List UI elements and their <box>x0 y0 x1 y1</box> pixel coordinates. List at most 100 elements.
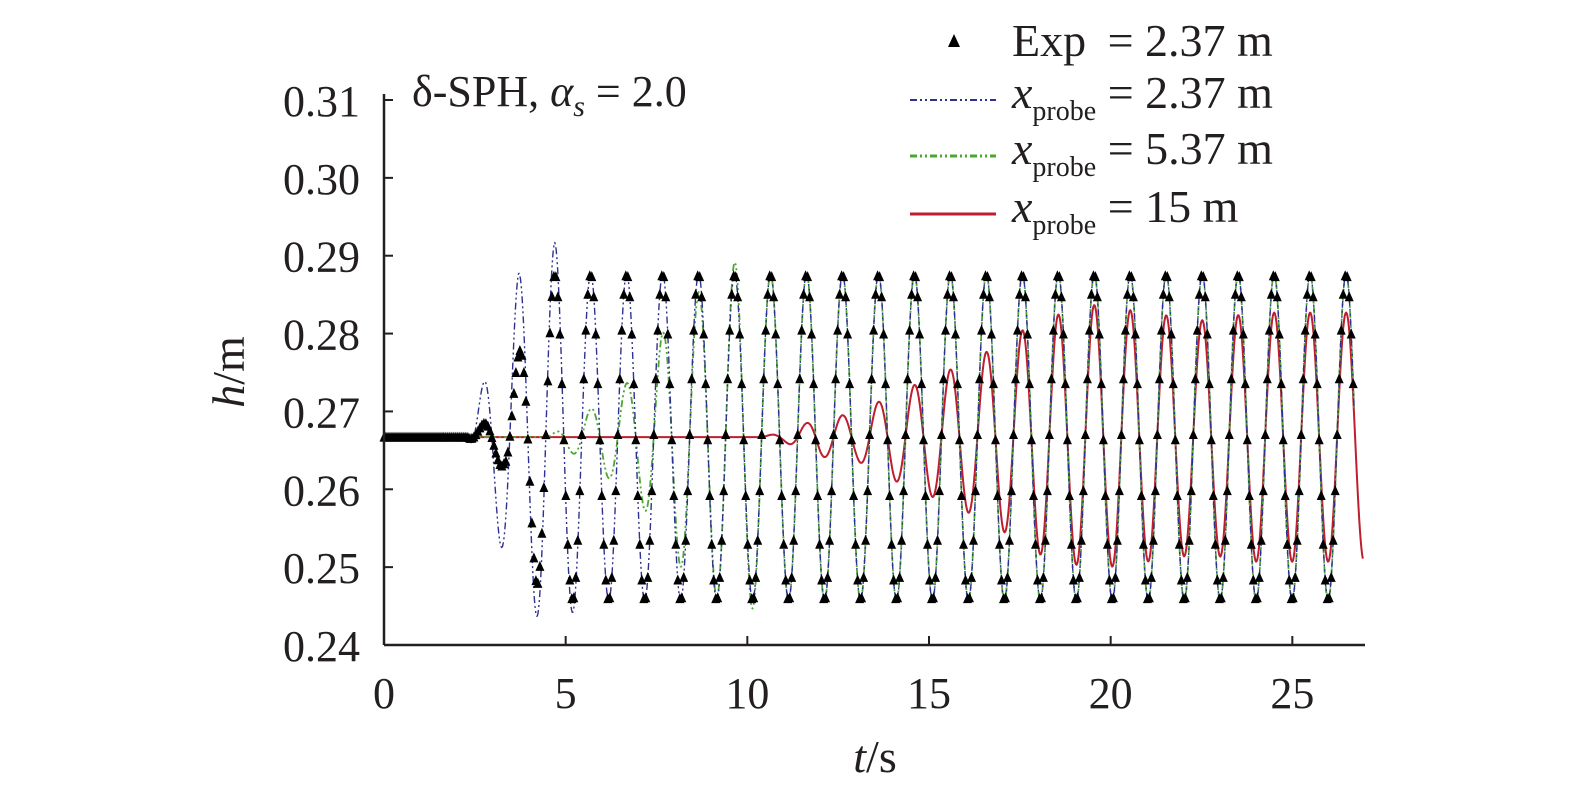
exp-marker <box>509 387 519 398</box>
exp-marker <box>517 349 527 360</box>
exp-marker <box>1132 378 1142 389</box>
exp-marker <box>825 534 835 545</box>
exp-marker <box>521 395 531 406</box>
exp-marker <box>953 378 962 389</box>
exp-marker <box>539 482 549 492</box>
exp-marker <box>625 291 635 302</box>
exp-marker <box>875 271 885 282</box>
exp-marker <box>547 290 557 301</box>
exp-marker <box>987 328 996 339</box>
exp-marker <box>1314 434 1324 445</box>
annotation-prefix: δ-SPH, <box>412 67 550 116</box>
exp-marker <box>853 574 863 585</box>
exp-marker <box>957 490 966 500</box>
exp-marker <box>1072 592 1082 603</box>
legend-exp-main: Exp <box>1012 15 1086 66</box>
exp-marker <box>1222 485 1232 496</box>
exp-marker <box>677 592 687 603</box>
exp-marker <box>619 288 629 299</box>
exp-marker <box>1005 534 1014 545</box>
exp-marker <box>1134 434 1144 445</box>
exp-marker <box>1037 592 1046 603</box>
exp-marker <box>543 375 553 386</box>
exp-marker <box>1003 571 1012 582</box>
exp-marker <box>913 291 923 302</box>
y-axis-unit: /m <box>203 336 254 385</box>
exp-marker <box>1025 378 1034 389</box>
exp-marker <box>647 485 657 496</box>
exp-marker <box>1056 291 1066 302</box>
exp-marker <box>1098 434 1108 445</box>
exp-marker <box>1150 485 1160 496</box>
exp-marker <box>933 534 942 545</box>
y-tick-label: 0.25 <box>283 544 360 593</box>
exp-marker <box>667 434 677 445</box>
exp-marker <box>573 534 583 545</box>
exp-marker <box>995 538 1004 549</box>
exp-marker <box>919 434 928 445</box>
exp-marker <box>705 490 715 500</box>
exp-marker <box>841 291 851 302</box>
exp-marker <box>701 378 711 389</box>
exp-marker <box>787 571 797 582</box>
exp-marker <box>1184 534 1194 545</box>
exp-marker <box>1296 429 1306 439</box>
exp-marker <box>1102 538 1112 549</box>
exp-marker <box>1316 490 1326 500</box>
exp-marker <box>1040 534 1050 545</box>
exp-marker <box>595 434 605 445</box>
exp-marker <box>1234 271 1244 282</box>
exp-marker <box>541 429 551 440</box>
exp-marker <box>1254 571 1264 582</box>
exp-marker <box>697 291 707 302</box>
exp-marker <box>563 538 573 549</box>
exp-marker <box>1238 328 1248 339</box>
exp-marker <box>1011 373 1020 384</box>
exp-marker <box>1015 288 1024 299</box>
exp-marker <box>759 373 769 384</box>
exp-marker <box>527 517 537 528</box>
exp-marker <box>725 324 735 335</box>
exp-marker <box>611 485 621 496</box>
exp-marker <box>1292 534 1302 545</box>
exp-marker <box>1092 291 1102 302</box>
exp-marker <box>537 527 547 538</box>
exp-marker <box>813 490 823 500</box>
exp-marker <box>1130 328 1140 339</box>
exp-marker <box>1116 429 1126 439</box>
exp-marker <box>1044 429 1054 439</box>
annotation: δ-SPH, αs = 2.0 <box>412 67 687 123</box>
exp-marker <box>773 378 783 389</box>
x-tick-label: 10 <box>725 669 769 718</box>
exp-marker <box>719 485 729 496</box>
exp-marker <box>1190 373 1200 384</box>
exp-marker <box>535 560 545 571</box>
exp-marker <box>1023 328 1032 339</box>
legend-p15-sub: probe <box>1032 210 1096 241</box>
exp-marker <box>907 288 917 299</box>
exp-marker <box>1156 324 1166 335</box>
exp-marker <box>605 592 615 603</box>
exp-marker <box>525 475 535 486</box>
exp-marker <box>681 534 691 545</box>
exp-marker <box>969 534 978 545</box>
exp-marker <box>1126 271 1136 282</box>
exp-marker <box>803 271 813 282</box>
exp-marker <box>1324 592 1334 603</box>
exp-marker <box>859 571 869 582</box>
exp-marker <box>571 571 581 582</box>
exp-marker <box>721 429 731 439</box>
exp-marker <box>615 373 625 384</box>
exp-marker <box>1078 485 1088 496</box>
exp-marker <box>789 534 799 545</box>
exp-marker <box>1094 328 1104 339</box>
exp-marker <box>947 271 956 282</box>
exp-marker <box>665 378 675 389</box>
exp-marker <box>1302 288 1312 299</box>
exp-marker <box>929 592 938 603</box>
exp-marker <box>601 574 611 585</box>
exp-marker <box>743 538 753 549</box>
x-tick-label: 0 <box>373 669 395 718</box>
exp-marker <box>709 574 719 585</box>
exp-marker <box>943 288 952 299</box>
